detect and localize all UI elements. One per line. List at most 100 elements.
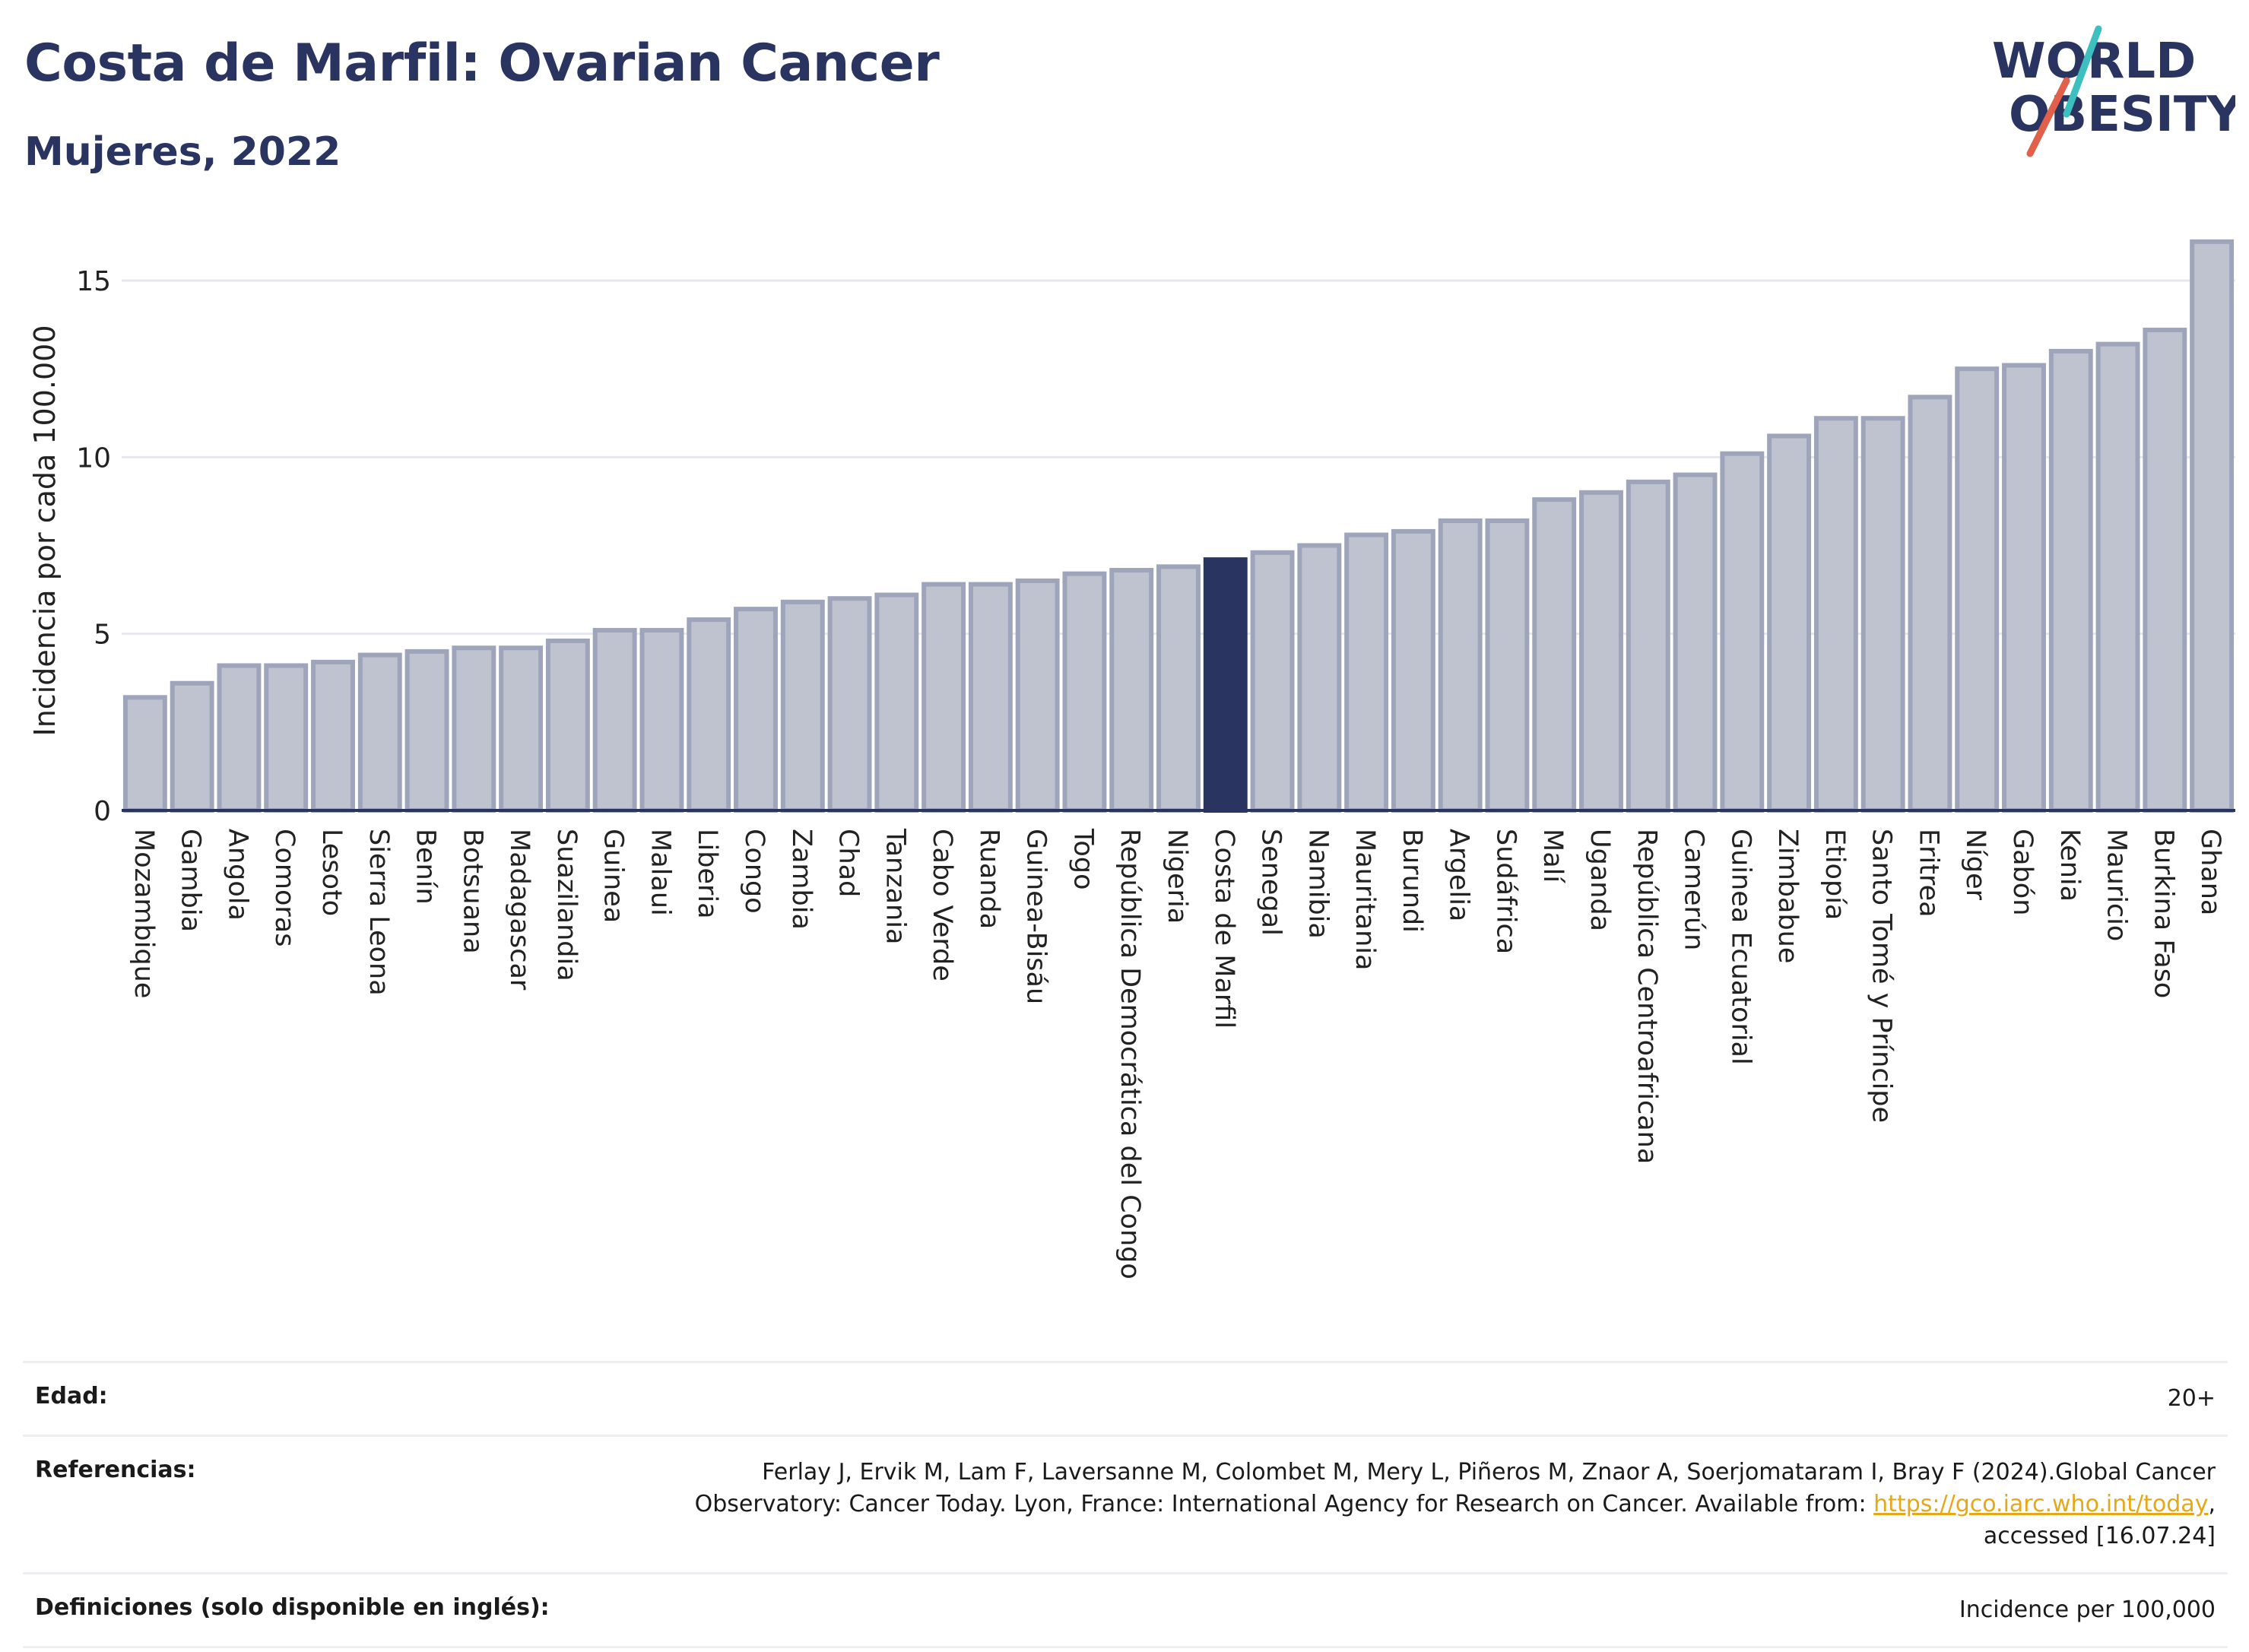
x-tick-label: República Democrática del Congo: [1115, 829, 1145, 1279]
x-tick-label: Gabón: [2007, 829, 2038, 915]
y-tick-label: 15: [76, 266, 111, 297]
bar: [2002, 363, 2046, 813]
x-tick-label: Ghana: [2195, 829, 2225, 915]
x-tick-label: Sudáfrica: [1490, 829, 1521, 954]
y-axis-ticks: 0 5 10 15: [76, 266, 111, 827]
x-tick-label: Madagascar: [504, 829, 534, 991]
bar: [1767, 433, 1812, 813]
x-tick-label: Zimbabue: [1772, 829, 1803, 963]
bar: [827, 596, 872, 813]
references-text-2: Observatory: Cancer Today. Lyon, France:…: [694, 1491, 1874, 1517]
bar: [170, 680, 214, 813]
bar: [592, 628, 637, 813]
x-tick-label: República Centroafricana: [1632, 829, 1662, 1164]
age-value: 20+: [2167, 1385, 2216, 1412]
bar: [1203, 557, 1248, 813]
references-link[interactable]: https://gco.iarc.who.int/today: [1873, 1491, 2209, 1517]
x-tick-label: Tanzania: [880, 828, 910, 944]
bar: [1485, 518, 1530, 813]
bar: [639, 628, 684, 813]
bar: [2143, 328, 2187, 813]
bar: [1532, 497, 1577, 813]
x-tick-label: Santo Tomé y Príncipe: [1867, 829, 1897, 1123]
x-tick-label: Níger: [1960, 829, 1990, 901]
x-tick-label: Guinea-Bisáu: [1021, 829, 1052, 1004]
x-tick-label: Mauricio: [2101, 829, 2132, 941]
x-tick-label: Gambia: [176, 829, 206, 932]
x-tick-label: Comoras: [269, 829, 300, 946]
x-tick-label: Malí: [1537, 829, 1568, 883]
x-tick-label: Mauritania: [1350, 829, 1380, 970]
y-tick-label: 5: [94, 620, 111, 651]
x-tick-label: Angola: [222, 829, 252, 921]
x-tick-label: Eritrea: [1913, 829, 1943, 918]
logo-slash-teal: [2063, 25, 2102, 118]
bar: [2095, 341, 2140, 813]
info-table: Edad: 20+ Referencias: Ferlay J, Ervik M…: [23, 1361, 2228, 1648]
bar: [264, 663, 309, 813]
bar: [122, 695, 167, 813]
bar: [1955, 366, 2000, 813]
bar: [1250, 550, 1295, 813]
age-label: Edad:: [35, 1383, 108, 1409]
x-tick-label: Camerún: [1679, 829, 1709, 950]
x-tick-label: Costa de Marfil: [1209, 829, 1239, 1029]
bar: [1860, 416, 1905, 813]
y-tick-label: 0: [94, 796, 111, 827]
x-axis-ticks: Mozambique Gambia Angola Comoras Lesoto Sierr…: [128, 828, 2225, 1279]
x-tick-label: Zambia: [786, 829, 817, 930]
x-tick-label: Senegal: [1256, 829, 1286, 936]
logo-slash-red: [2026, 77, 2070, 157]
bar: [2048, 348, 2093, 813]
x-tick-label: Argelia: [1444, 829, 1474, 921]
bar: [687, 617, 731, 813]
bar: [921, 582, 966, 813]
definitions-label: Definiciones (solo disponible en inglés)…: [35, 1594, 550, 1621]
x-tick-label: Ruanda: [974, 829, 1004, 929]
info-row-references: Referencias: Ferlay J, Ervik M, Lam F, L…: [23, 1435, 2228, 1574]
info-row-age: Edad: 20+: [23, 1362, 2228, 1436]
x-tick-label: Namibia: [1302, 829, 1333, 939]
bar: [1156, 564, 1201, 813]
bar: [1813, 416, 1858, 813]
definitions-value: Incidence per 100,000: [1959, 1597, 2216, 1623]
bar: [217, 663, 262, 813]
references-text-3: ,: [2208, 1491, 2216, 1517]
bar: [404, 648, 449, 813]
x-tick-label: Lesoto: [316, 829, 347, 916]
bar: [1344, 532, 1389, 813]
y-tick-label: 10: [76, 442, 111, 474]
bar: [1062, 571, 1107, 813]
bar: [1109, 568, 1154, 813]
bar: [1626, 479, 1670, 813]
x-tick-label: Etiopía: [1819, 829, 1850, 920]
bar: [780, 599, 825, 813]
references-label: Referencias:: [35, 1457, 196, 1483]
references-text-1: Ferlay J, Ervik M, Lam F, Laversanne M, …: [762, 1459, 2216, 1486]
bar-chart: 0 5 10 15 Mozambique Gambia Angola Comoras Leso…: [28, 239, 2235, 1279]
x-tick-label: Botsuana: [457, 829, 487, 954]
bar: [874, 592, 919, 813]
x-tick-label: Congo: [739, 829, 769, 914]
bars: [122, 239, 2235, 813]
info-row-definitions: Definiciones (solo disponible en inglés)…: [23, 1573, 2228, 1647]
bar: [499, 645, 544, 813]
x-tick-label: Mozambique: [128, 829, 159, 998]
references-value: Ferlay J, Ervik M, Lam F, Laversanne M, …: [579, 1436, 2228, 1574]
x-tick-label: Benín: [411, 829, 441, 905]
x-tick-label: Guinea: [598, 829, 629, 923]
x-tick-label: Guinea Ecuatorial: [1725, 829, 1756, 1065]
bar: [1297, 543, 1342, 813]
page-title: Costa de Marfil: Ovarian Cancer: [24, 33, 940, 94]
x-tick-label: Togo: [1067, 828, 1098, 889]
page-subtitle: Mujeres, 2022: [24, 129, 341, 175]
bar: [1720, 451, 1765, 813]
bar: [452, 645, 496, 813]
references-text-4: accessed [16.07.24]: [1983, 1523, 2216, 1549]
bar: [357, 652, 402, 813]
x-tick-label: Burkina Faso: [2148, 829, 2178, 998]
x-tick-label: Chad: [833, 829, 864, 897]
bar: [968, 582, 1013, 813]
x-tick-label: Burundi: [1397, 829, 1427, 933]
bar: [734, 607, 778, 813]
